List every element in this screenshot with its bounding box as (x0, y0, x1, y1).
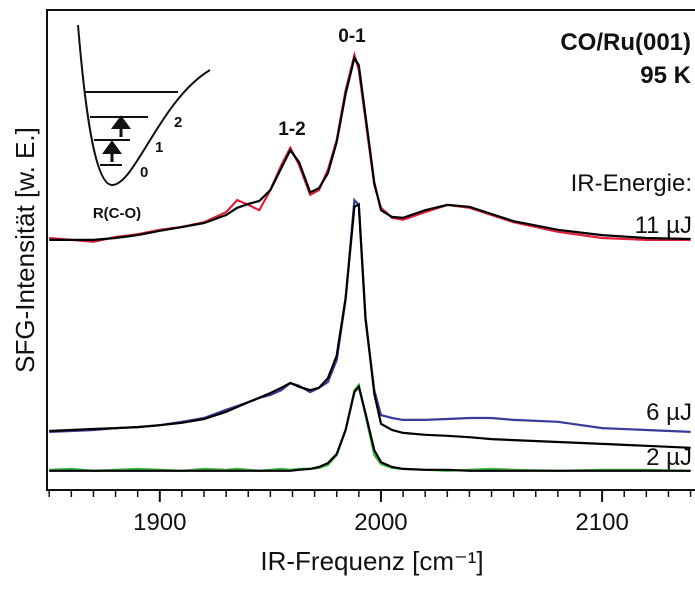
peak-label: 1-2 (278, 119, 305, 140)
x-axis-label: IR-Frequenz [cm⁻¹] (260, 546, 483, 576)
level-label: 0 (140, 164, 148, 181)
x-tick-label: 2000 (354, 509, 407, 536)
inset (77, 24, 211, 187)
peak-label: 0-1 (338, 26, 366, 47)
series-label: 6 µJ (646, 399, 692, 426)
arrow-head (111, 115, 131, 129)
potential-curve (77, 24, 211, 187)
series-label: 11 µJ (635, 212, 692, 239)
fit-line (49, 55, 691, 241)
x-tick-label: 2100 (575, 509, 628, 536)
energy-heading: IR-Energie: (571, 170, 692, 197)
fit-line (49, 202, 691, 449)
y-axis-label: SFG-Intensität [w. E.] (10, 127, 40, 373)
system-label: CO/Ru(001) (560, 29, 691, 56)
fit-line (49, 384, 691, 472)
arrow-head (102, 140, 122, 154)
level-label: 1 (155, 139, 163, 156)
level-label: 2 (174, 114, 182, 131)
temperature-label: 95 K (640, 62, 691, 89)
x-tick-label: 1900 (133, 509, 186, 536)
inset-axis-label: R(C-O) (93, 205, 141, 222)
